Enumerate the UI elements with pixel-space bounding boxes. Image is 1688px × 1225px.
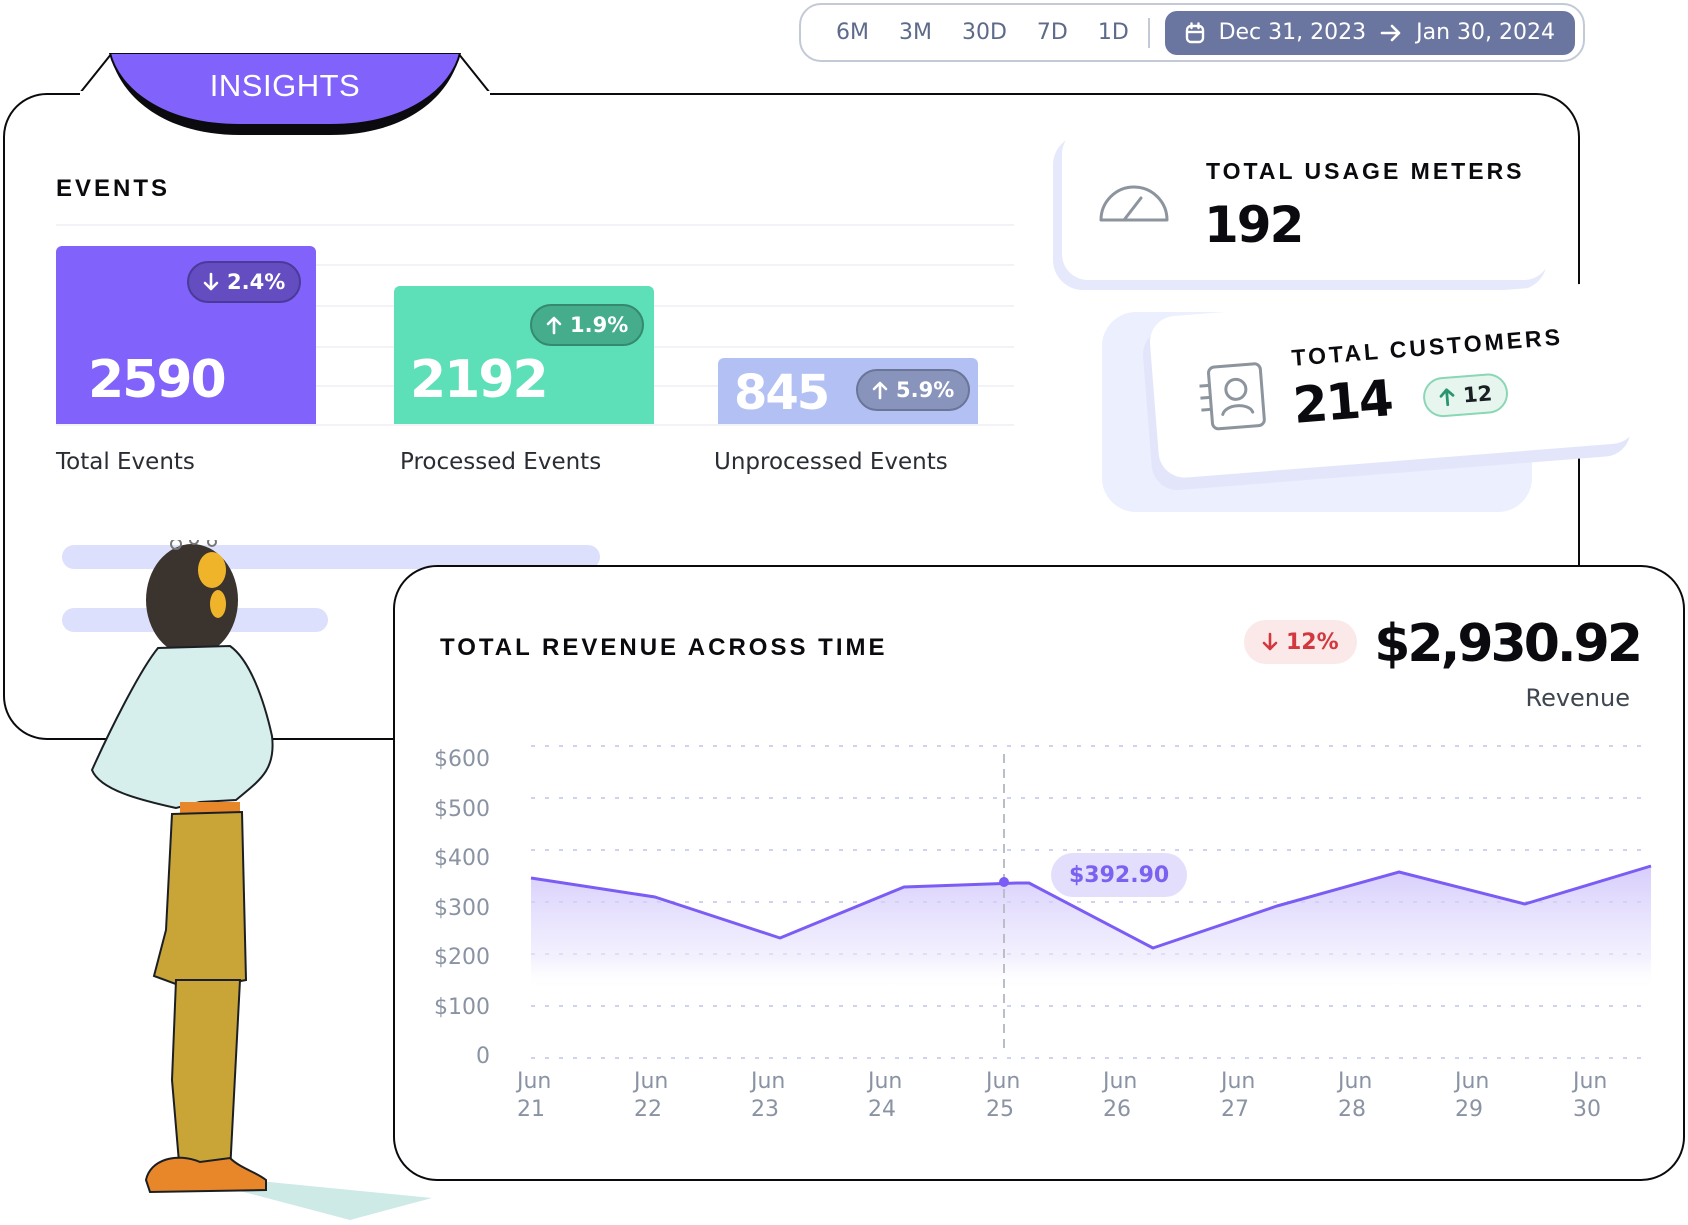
arrow-down-icon — [203, 272, 219, 291]
revenue-card — [393, 565, 1685, 1181]
insights-tab-label: INSIGHTS — [209, 68, 361, 103]
x-tick: Jun 25 — [986, 1069, 1021, 1122]
x-tick: Jun 28 — [1338, 1069, 1373, 1122]
revenue-total: $2,930.92 — [1374, 614, 1643, 674]
usage-meters-value: 192 — [1204, 196, 1304, 254]
x-tick: Jun 27 — [1221, 1069, 1256, 1122]
processed-events-value: 2192 — [410, 350, 549, 410]
y-tick: $300 — [434, 896, 490, 921]
total-events-value: 2590 — [88, 350, 227, 410]
revenue-area — [531, 866, 1651, 990]
insights-tab[interactable] — [80, 53, 490, 135]
processed-events-change: 1.9% — [570, 313, 629, 337]
range-option-3m[interactable]: 3M — [898, 20, 932, 45]
usage-meters-card[interactable] — [1062, 128, 1550, 280]
revenue-change-badge: 12% — [1244, 620, 1357, 664]
x-tick: Jun 26 — [1103, 1069, 1138, 1122]
trousers — [170, 979, 242, 1176]
total-customers-value: 214 — [1291, 369, 1394, 435]
range-option-30d[interactable]: 30D — [961, 20, 1007, 45]
hair — [146, 540, 238, 656]
revenue-title: TOTAL REVENUE ACROSS TIME — [440, 634, 888, 661]
contact-book-icon — [1199, 362, 1266, 431]
x-tick: Jun 30 — [1573, 1069, 1608, 1122]
arrow-up-icon — [1439, 388, 1455, 407]
y-tick: $600 — [434, 747, 490, 772]
range-divider — [1147, 17, 1150, 48]
skirt — [152, 810, 248, 992]
unprocessed-events-value: 845 — [734, 365, 830, 421]
arrow-up-icon — [872, 381, 888, 400]
y-tick: $100 — [434, 995, 490, 1020]
range-option-1d[interactable]: 1D — [1097, 20, 1129, 45]
x-tick: Jun 22 — [634, 1069, 669, 1122]
y-tick: $200 — [434, 945, 490, 970]
gauge-icon — [1099, 185, 1169, 222]
processed-events-label: Processed Events — [400, 449, 602, 475]
chart-tooltip: $392.90 — [1051, 853, 1188, 897]
date-range-button[interactable]: Dec 31, 2023 Jan 30, 2024 — [1164, 10, 1575, 55]
gridline — [56, 424, 1014, 426]
total-events-change-pill: 2.4% — [187, 261, 302, 303]
arrow-up-icon — [546, 316, 562, 335]
total-customers-change-pill: 12 — [1421, 372, 1510, 419]
gridline — [56, 224, 1014, 226]
shirt — [90, 644, 274, 810]
shoes — [144, 1156, 267, 1194]
hover-point — [999, 877, 1009, 887]
range-option-6m[interactable]: 6M — [836, 20, 869, 45]
unprocessed-events-label: Unprocessed Events — [714, 449, 948, 475]
revenue-line — [530, 864, 1652, 950]
range-option-7d[interactable]: 7D — [1036, 20, 1068, 45]
revenue-change: 12% — [1286, 629, 1339, 655]
person-illustration — [90, 540, 432, 1220]
x-tick: Jun 21 — [517, 1069, 552, 1122]
x-tick: Jun 29 — [1455, 1069, 1490, 1122]
x-tick: Jun 24 — [868, 1069, 903, 1122]
unprocessed-events-change: 5.9% — [896, 378, 955, 402]
unprocessed-events-change-pill: 5.9% — [856, 369, 971, 411]
processed-events-change-pill: 1.9% — [530, 304, 645, 346]
total-events-label: Total Events — [56, 449, 195, 475]
revenue-chart[interactable] — [393, 730, 1683, 1070]
total-events-change: 2.4% — [227, 270, 286, 294]
calendar-icon — [1185, 21, 1204, 43]
y-tick: $400 — [434, 846, 490, 871]
arrow-down-icon — [1262, 632, 1278, 651]
events-title: EVENTS — [56, 175, 171, 202]
revenue-subtitle: Revenue — [1525, 684, 1630, 712]
x-tick: Jun 23 — [751, 1069, 786, 1122]
y-tick: 0 — [476, 1044, 490, 1069]
arrow-right-icon — [1380, 24, 1401, 41]
y-tick: $500 — [434, 797, 490, 822]
date-range-selector: 6M 3M 30D 7D 1D Dec 31, 2023 Jan 30, 202… — [799, 3, 1585, 62]
date-start: Dec 31, 2023 — [1218, 20, 1367, 45]
customers-card-wrapper: TOTAL CUSTOMERS 214 12 — [1140, 280, 1640, 493]
date-end: Jan 30, 2024 — [1416, 20, 1555, 45]
total-customers-change: 12 — [1462, 381, 1494, 408]
gridline — [56, 264, 1014, 266]
usage-meters-title: TOTAL USAGE METERS — [1206, 158, 1525, 184]
